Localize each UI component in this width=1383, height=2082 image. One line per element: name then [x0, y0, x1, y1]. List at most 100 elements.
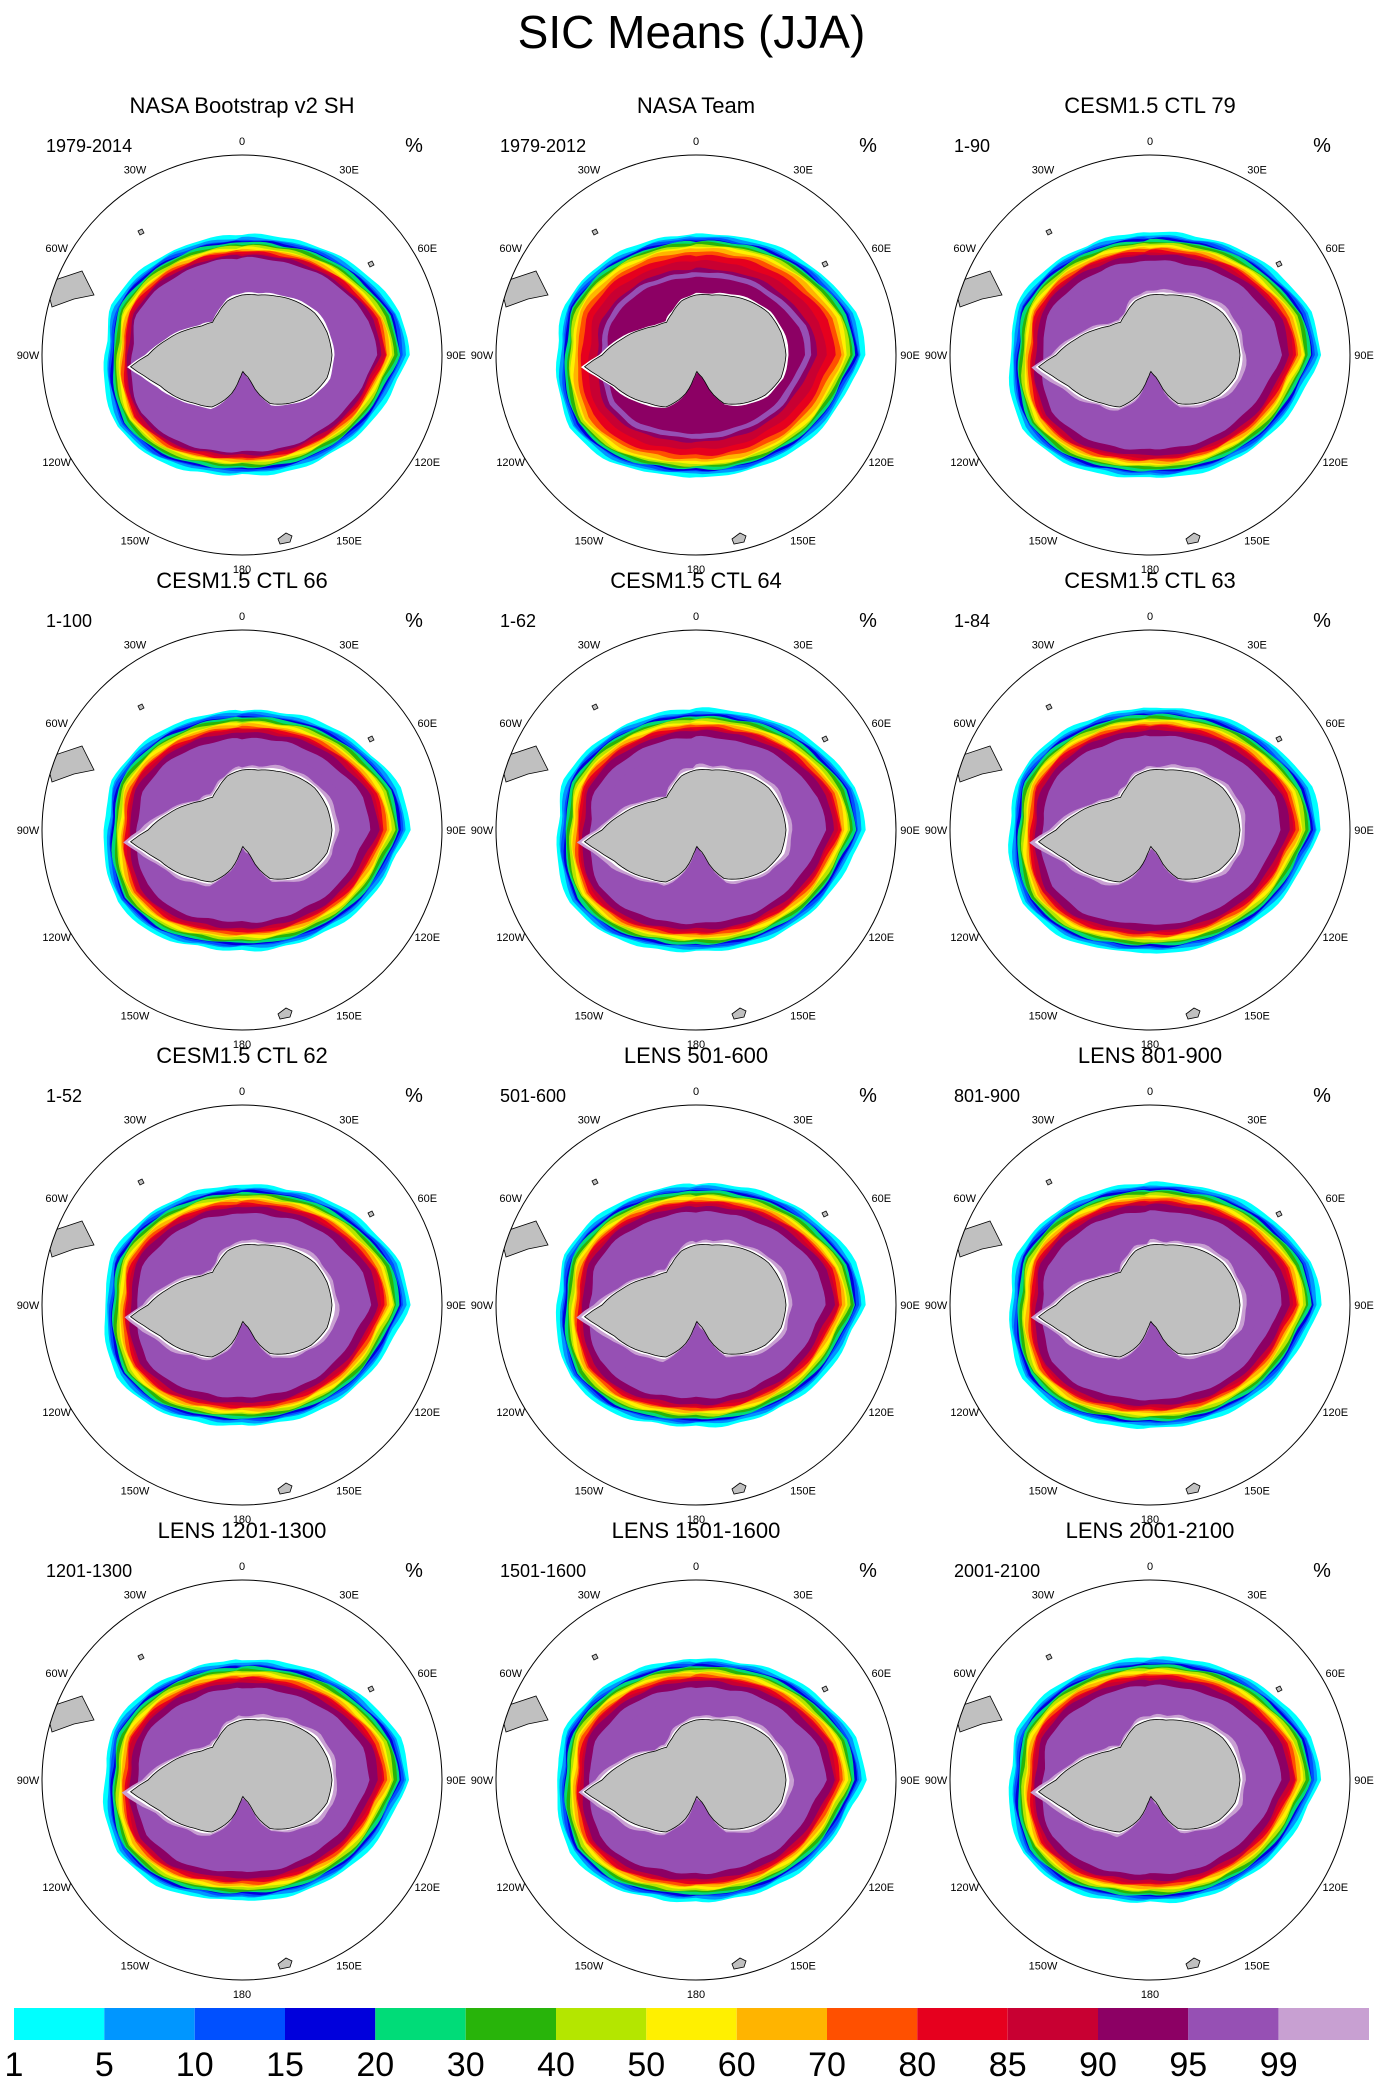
map-boundary: [41, 154, 443, 556]
longitude-label: 0: [1147, 1086, 1153, 1098]
panel-title: LENS 501-600: [624, 1043, 768, 1068]
island-land: [1275, 735, 1283, 743]
map-boundary: [41, 629, 443, 1031]
longitude-label: 150E: [336, 1010, 362, 1022]
antarctica-land: [1037, 769, 1241, 883]
longitude-label: 30E: [793, 640, 813, 652]
island-land: [821, 1210, 829, 1218]
longitude-label: 60W: [45, 1193, 68, 1205]
new-zealand-land: [731, 1957, 747, 1970]
colorbar-swatch: [646, 2008, 737, 2040]
new-zealand-land: [731, 1007, 747, 1020]
longitude-label: 30W: [578, 1590, 601, 1602]
south-america-land: [499, 1695, 549, 1733]
panel-title: LENS 1501-1600: [612, 1518, 781, 1543]
panel-units: %: [405, 1085, 423, 1107]
longitude-label: 30W: [578, 640, 601, 652]
longitude-label: 90W: [925, 350, 948, 362]
island-land: [367, 735, 375, 743]
panel-period: 2001-2100: [954, 1561, 1040, 1581]
colorbar-swatch: [285, 2008, 376, 2040]
longitude-label: 120W: [950, 932, 979, 944]
island-land: [591, 1653, 599, 1661]
longitude-label: 120E: [414, 932, 440, 944]
longitude-label: 90W: [471, 350, 494, 362]
colorbar-label: 80: [898, 2046, 936, 2082]
longitude-label: 180: [233, 564, 251, 576]
longitude-label: 90W: [17, 1300, 40, 1312]
colorbar-swatch: [556, 2008, 647, 2040]
panel-units: %: [1313, 1560, 1331, 1582]
map-boundary: [495, 629, 897, 1031]
longitude-label: 30E: [339, 165, 359, 177]
longitude-label: 60E: [1326, 1193, 1346, 1205]
longitude-label: 0: [239, 611, 245, 623]
colorbar-label: 1: [5, 2046, 24, 2082]
colorbar-swatch: [827, 2008, 918, 2040]
longitude-label: 60W: [953, 1668, 976, 1680]
longitude-label: 90E: [1354, 825, 1374, 837]
map-boundary: [949, 629, 1351, 1031]
map-panel: LENS 1501-1600 1501-1600 % 0 30E 60E 90E 120E 15…: [471, 1518, 920, 2001]
panel-title: CESM1.5 CTL 63: [1064, 568, 1236, 593]
longitude-label: 120E: [868, 1407, 894, 1419]
antarctica-land: [1037, 294, 1241, 408]
longitude-label: 30W: [124, 1590, 147, 1602]
south-america-land: [953, 1695, 1003, 1733]
longitude-label: 150W: [575, 1485, 604, 1497]
longitude-label: 0: [239, 1086, 245, 1098]
longitude-label: 60E: [418, 718, 438, 730]
panel-units: %: [405, 610, 423, 632]
longitude-label: 60W: [499, 243, 522, 255]
map-boundary: [41, 1104, 443, 1506]
longitude-label: 150E: [336, 1960, 362, 1972]
longitude-label: 60W: [45, 243, 68, 255]
new-zealand-land: [1185, 1007, 1201, 1020]
longitude-label: 0: [693, 611, 699, 623]
map-boundary: [495, 1104, 897, 1506]
longitude-label: 120W: [496, 1882, 525, 1894]
longitude-label: 90E: [446, 1300, 466, 1312]
longitude-label: 120W: [496, 932, 525, 944]
new-zealand-land: [277, 1007, 293, 1020]
longitude-label: 0: [693, 136, 699, 148]
panel-period: 1-62: [500, 611, 536, 631]
longitude-label: 120E: [868, 457, 894, 469]
antarctica-land: [129, 769, 333, 883]
longitude-label: 0: [1147, 611, 1153, 623]
longitude-label: 150E: [790, 1010, 816, 1022]
panel-units: %: [859, 1560, 877, 1582]
panel-units: %: [859, 135, 877, 157]
longitude-label: 30W: [1032, 165, 1055, 177]
longitude-label: 60W: [499, 718, 522, 730]
colorbar-label: 40: [537, 2046, 575, 2082]
panel-title: LENS 801-900: [1078, 1043, 1222, 1068]
panel-period: 1979-2014: [46, 136, 132, 156]
longitude-label: 30W: [1032, 1115, 1055, 1127]
longitude-label: 180: [687, 1039, 705, 1051]
longitude-label: 90W: [925, 1775, 948, 1787]
panel-period: 1-52: [46, 1086, 82, 1106]
longitude-label: 60W: [45, 1668, 68, 1680]
colorbar-label: 5: [95, 2046, 114, 2082]
panel-units: %: [1313, 1085, 1331, 1107]
colorbar-label: 30: [447, 2046, 485, 2082]
longitude-label: 60E: [872, 1668, 892, 1680]
longitude-label: 30E: [339, 640, 359, 652]
longitude-label: 60E: [418, 1668, 438, 1680]
longitude-label: 150E: [336, 1485, 362, 1497]
panel-period: 501-600: [500, 1086, 566, 1106]
colorbar-swatch: [736, 2008, 827, 2040]
longitude-label: 60E: [872, 718, 892, 730]
longitude-label: 120W: [496, 1407, 525, 1419]
longitude-label: 30W: [1032, 640, 1055, 652]
island-land: [137, 1653, 145, 1661]
map-boundary: [495, 154, 897, 556]
colorbar-swatch: [465, 2008, 556, 2040]
longitude-label: 120W: [496, 457, 525, 469]
longitude-label: 150W: [121, 1960, 150, 1972]
south-america-land: [45, 270, 95, 308]
longitude-label: 60E: [1326, 243, 1346, 255]
longitude-label: 120E: [868, 932, 894, 944]
